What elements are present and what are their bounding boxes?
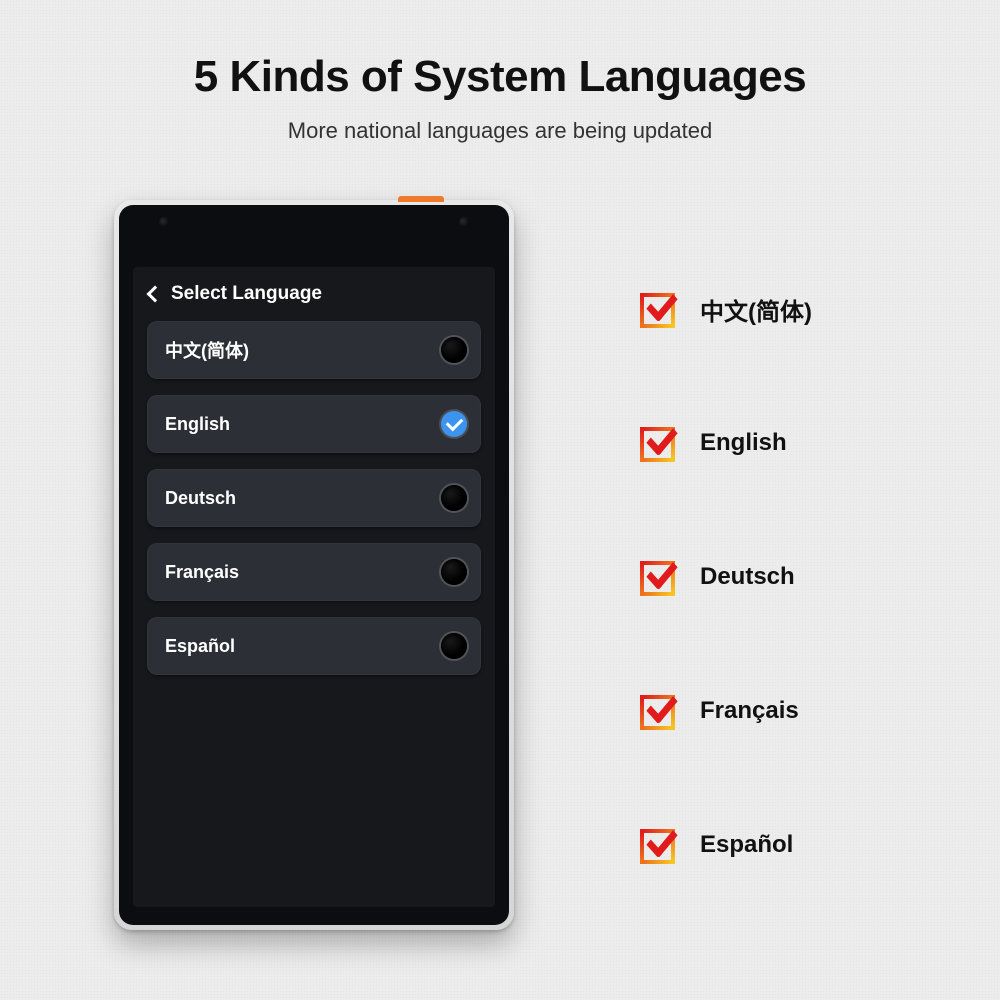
device-frame: Select Language 中文(简体) English Deutsch Fran… [114,200,514,930]
checklist-item: Español [640,826,812,864]
checkmark-icon [640,290,678,328]
checklist-label: Deutsch [700,563,795,591]
language-label: Español [165,636,235,657]
feature-checklist: 中文(简体) English Deutsch Français Español [640,290,812,864]
checklist-label: Français [700,697,799,725]
language-label: Deutsch [165,488,236,509]
radio-selected-icon[interactable] [441,411,467,437]
screen-title: Select Language [171,283,322,305]
checkmark-icon [640,826,678,864]
checklist-label: English [700,429,787,457]
language-list: 中文(简体) English Deutsch Français Español [133,317,495,695]
radio-icon[interactable] [441,485,467,511]
power-button[interactable] [398,196,444,202]
sensor-icon [459,217,469,227]
language-option[interactable]: Deutsch [147,469,481,527]
checklist-item: English [640,424,812,462]
os-header[interactable]: Select Language [133,267,495,317]
device-screen: Select Language 中文(简体) English Deutsch Fran… [119,205,509,925]
chevron-left-icon [147,286,164,303]
checklist-label: 中文(简体) [700,292,812,327]
checklist-label: Español [700,831,793,859]
radio-icon[interactable] [441,633,467,659]
language-option[interactable]: Français [147,543,481,601]
checkmark-icon [640,692,678,730]
language-label: English [165,414,230,435]
language-label: Français [165,562,239,583]
checklist-item: Français [640,692,812,730]
language-option[interactable]: Español [147,617,481,675]
checklist-item: Deutsch [640,558,812,596]
language-label: 中文(简体) [165,337,249,363]
language-option[interactable]: 中文(简体) [147,321,481,379]
checkmark-icon [640,558,678,596]
page-title: 5 Kinds of System Languages [0,52,1000,102]
radio-icon[interactable] [441,337,467,363]
os-panel: Select Language 中文(简体) English Deutsch Fran… [133,267,495,907]
radio-icon[interactable] [441,559,467,585]
checkmark-icon [640,424,678,462]
checklist-item: 中文(简体) [640,290,812,328]
language-option[interactable]: English [147,395,481,453]
front-camera-icon [159,217,169,227]
page-subtitle: More national languages are being update… [0,118,1000,144]
